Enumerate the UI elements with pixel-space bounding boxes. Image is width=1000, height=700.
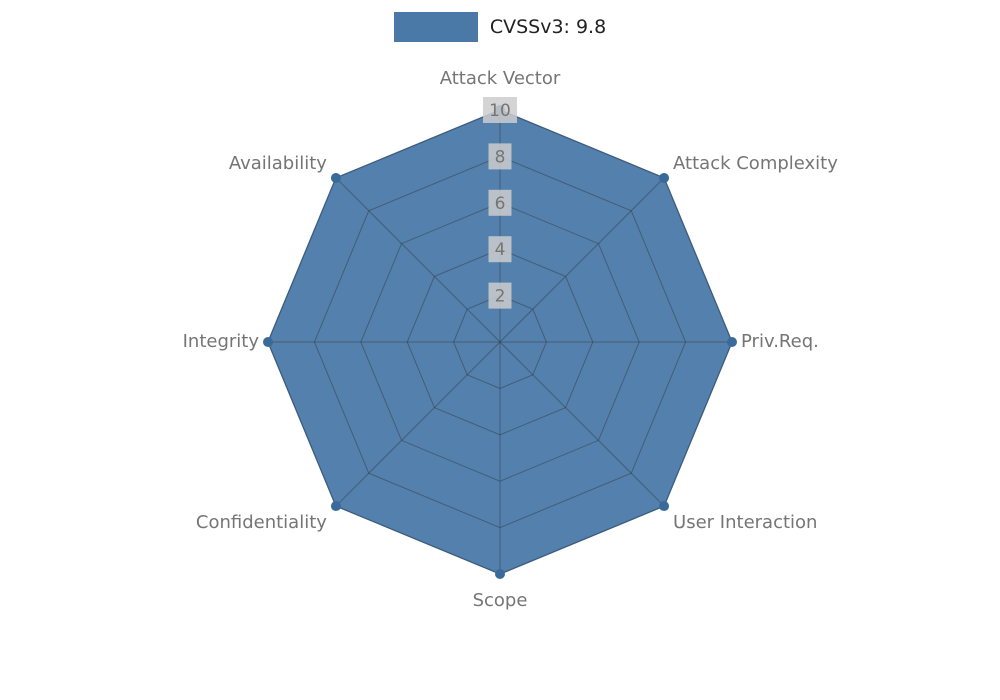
axis-label: User Interaction: [673, 512, 817, 533]
axis-spoke: [499, 177, 665, 343]
tick-label-bg: [488, 189, 512, 216]
tick-label-bg: [488, 143, 512, 170]
axis-label: Integrity: [183, 331, 260, 352]
grid-ring: [453, 295, 547, 389]
tick-label: 2: [495, 287, 506, 307]
axis-label: Confidentiality: [196, 512, 327, 533]
vertex-dot: [330, 501, 341, 512]
legend-label: CVSSv3: 9.8: [489, 16, 607, 38]
axis-spoke: [335, 177, 501, 343]
axis-label: Availability: [229, 153, 327, 174]
tick-label-bg: [483, 97, 517, 123]
axis-label: Attack Vector: [440, 68, 561, 89]
grid-ring: [313, 155, 687, 529]
tick-label: 6: [495, 194, 506, 214]
vertex-dot: [495, 569, 505, 579]
axis-spoke: [499, 341, 665, 507]
tick-label: 4: [495, 240, 506, 260]
tick-label-bg: [488, 236, 512, 263]
vertex-dot: [659, 501, 670, 512]
tick-label-bg: [488, 282, 512, 309]
grid-ring: [360, 202, 640, 482]
vertex-dot: [727, 337, 737, 347]
vertex-dot: [330, 172, 341, 183]
tick-label: 10: [489, 101, 511, 121]
legend: CVSSv3: 9.8: [0, 12, 1000, 42]
axis-spoke: [335, 341, 501, 507]
tick-label: 8: [495, 147, 506, 167]
axis-label: Attack Complexity: [673, 153, 838, 174]
axis-label: Priv.Req.: [741, 331, 819, 352]
legend-swatch[interactable]: [393, 12, 478, 42]
vertex-dot: [659, 172, 670, 183]
grid-ring: [406, 248, 594, 436]
vertex-dot: [263, 337, 273, 347]
axis-label: Scope: [473, 590, 528, 611]
